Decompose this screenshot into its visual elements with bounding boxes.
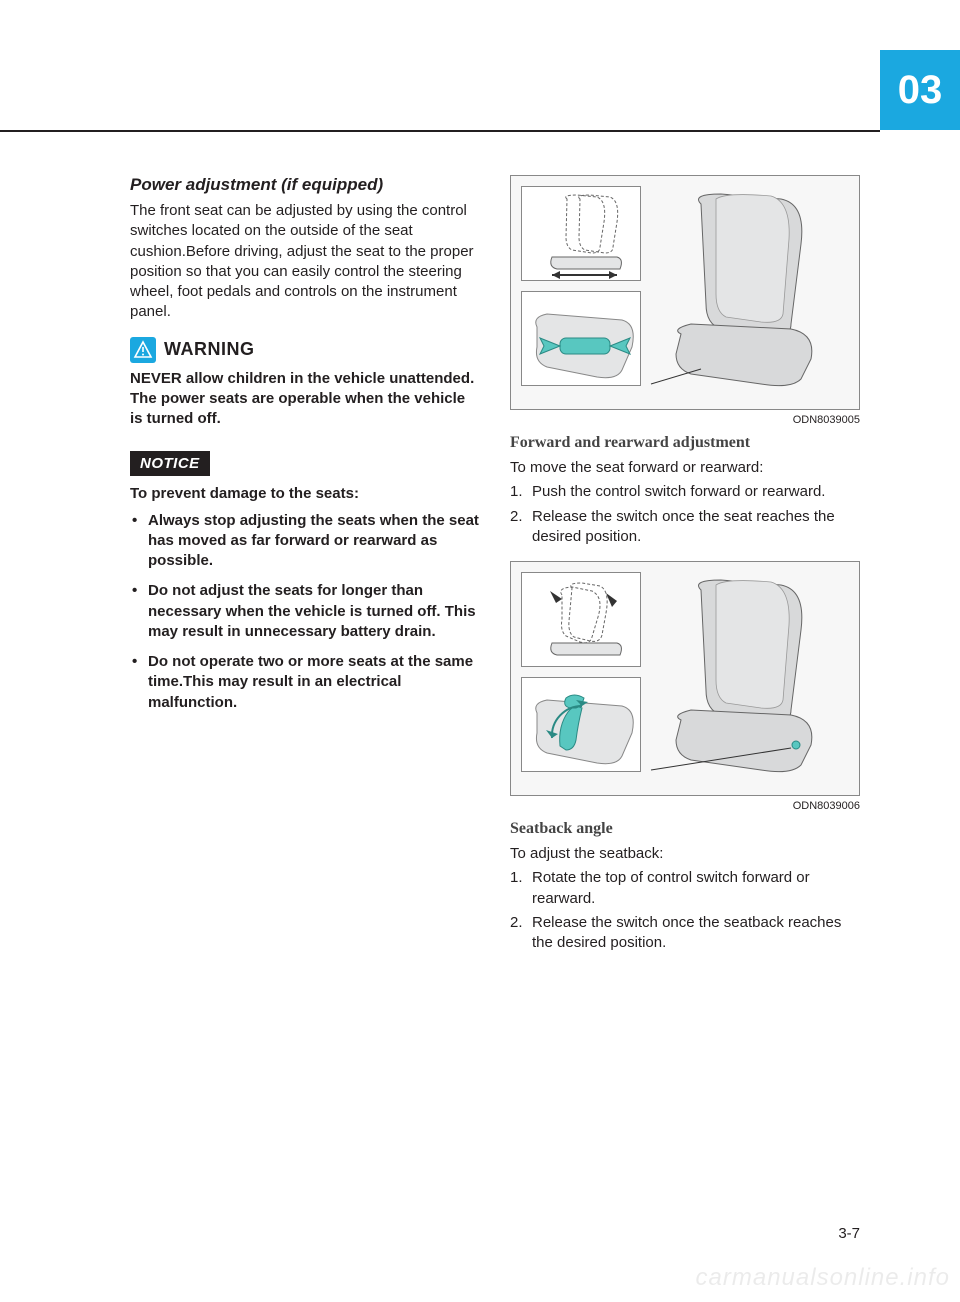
warning-label: WARNING bbox=[164, 339, 255, 360]
sec2-intro: To adjust the seatback: bbox=[510, 844, 860, 864]
left-column: Power adjustment (if equipped) The front… bbox=[130, 175, 480, 967]
seat-illustration bbox=[641, 570, 851, 790]
warning-header: WARNING bbox=[130, 337, 480, 363]
figure-inset-bottom bbox=[521, 677, 641, 772]
page-content: Power adjustment (if equipped) The front… bbox=[130, 175, 860, 967]
chapter-tab: 03 bbox=[880, 50, 960, 130]
figure-inset-top bbox=[521, 572, 641, 667]
figure-forward-rearward bbox=[510, 175, 860, 410]
list-item: Do not operate two or more seats at the … bbox=[130, 652, 480, 713]
figure-inset-bottom bbox=[521, 291, 641, 386]
figure-caption: ODN8039005 bbox=[510, 414, 860, 426]
list-item: Rotate the top of control switch forward… bbox=[510, 868, 860, 909]
list-item: Release the switch once the seatback rea… bbox=[510, 913, 860, 954]
watermark: carmanualsonline.info bbox=[696, 1264, 950, 1292]
header-rule bbox=[0, 130, 880, 132]
seat-illustration bbox=[641, 184, 851, 404]
figure-seatback-angle bbox=[510, 561, 860, 796]
notice-list: Always stop adjusting the seats when the… bbox=[130, 511, 480, 713]
subheading: Seatback angle bbox=[510, 820, 860, 838]
section-title: Power adjustment (if equipped) bbox=[130, 175, 480, 195]
figure-caption: ODN8039006 bbox=[510, 800, 860, 812]
warning-icon bbox=[130, 337, 156, 363]
figure-inset-top bbox=[521, 186, 641, 281]
list-item: Push the control switch forward or rearw… bbox=[510, 482, 860, 502]
sec1-intro: To move the seat forward or rearward: bbox=[510, 458, 860, 478]
sec1-steps: Push the control switch forward or rearw… bbox=[510, 482, 860, 547]
notice-badge: NOTICE bbox=[130, 451, 210, 476]
list-item: Release the switch once the seat reaches… bbox=[510, 507, 860, 548]
notice-intro: To prevent damage to the seats: bbox=[130, 484, 480, 504]
intro-paragraph: The front seat can be adjusted by using … bbox=[130, 201, 480, 323]
right-column: ODN8039005 Forward and rearward adjustme… bbox=[510, 175, 860, 967]
list-item: Always stop adjusting the seats when the… bbox=[130, 511, 480, 572]
sec2-steps: Rotate the top of control switch forward… bbox=[510, 868, 860, 953]
list-item: Do not adjust the seats for longer than … bbox=[130, 581, 480, 642]
subheading: Forward and rearward adjustment bbox=[510, 434, 860, 452]
page-number: 3-7 bbox=[838, 1225, 860, 1242]
warning-body: NEVER allow children in the vehicle unat… bbox=[130, 369, 480, 430]
